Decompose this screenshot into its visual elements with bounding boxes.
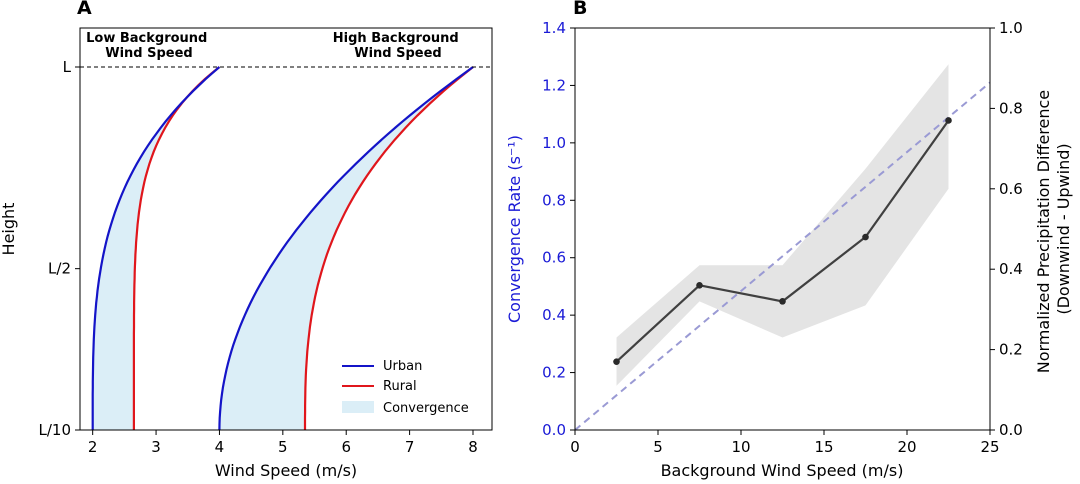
panel-b-left-axis-title: Convergence Rate (s⁻¹) [505, 135, 524, 323]
convergence-fill-high [219, 67, 473, 430]
urban-profile-high [218, 66, 474, 430]
annotation-high-background: High Background Wind Speed [333, 31, 463, 61]
b-x-tick-label: 15 [814, 438, 833, 456]
convergence-fill-low [92, 67, 220, 430]
b-left-tick-label: 0.0 [542, 421, 566, 439]
legend-urban-label: Urban [383, 359, 422, 374]
a-y-tick-label: L [63, 58, 72, 76]
precipitation-point [779, 298, 786, 305]
b-right-tick-label: 0.4 [999, 260, 1023, 278]
legend-convergence-swatch [342, 401, 374, 413]
precipitation-point [945, 117, 952, 124]
b-right-tick-label: 0.8 [999, 99, 1023, 117]
a-x-tick-label: 4 [215, 438, 225, 456]
panel-a-label: A [77, 0, 92, 19]
b-left-tick-label: 0.4 [542, 306, 566, 324]
annotation-low-line-1: Low Background [86, 31, 207, 46]
b-right-tick-label: 1.0 [999, 19, 1023, 37]
rural-profile-high [303, 66, 474, 430]
a-x-tick-label: 8 [468, 438, 478, 456]
a-y-tick-label: L/10 [39, 421, 72, 439]
panel-b-frame [574, 27, 991, 431]
right-axis-title-line-1: Normalized Precipitation Difference [1034, 90, 1053, 373]
a-x-tick-label: 7 [405, 438, 415, 456]
urban-profile-low [91, 66, 221, 430]
b-x-tick-label: 20 [897, 438, 916, 456]
a-x-tick-label: 3 [151, 438, 161, 456]
legend-convergence-label: Convergence [383, 401, 469, 416]
b-x-tick-label: 10 [731, 438, 750, 456]
b-x-tick-label: 5 [653, 438, 663, 456]
precipitation-point [613, 358, 620, 365]
a-x-tick-label: 2 [88, 438, 98, 456]
b-left-tick-label: 0.2 [542, 364, 566, 382]
a-x-tick-label: 5 [278, 438, 288, 456]
precipitation-point [696, 281, 703, 289]
precipitation-point [862, 233, 869, 241]
panel-b-right-axis-title: Normalized Precipitation Difference (Dow… [1034, 85, 1073, 374]
b-left-tick-label: 0.6 [542, 249, 566, 267]
annotation-high-line-2: Wind Speed [354, 46, 442, 61]
b-left-tick-label: 0.8 [542, 191, 566, 209]
b-right-tick-label: 0.2 [999, 341, 1023, 359]
annotation-high-line-1: High Background [333, 31, 459, 46]
legend: Urban Rural Convergence [342, 359, 469, 416]
b-x-tick-label: 0 [570, 438, 580, 456]
a-x-tick-label: 6 [341, 438, 351, 456]
b-left-tick-label: 1.2 [542, 76, 566, 94]
panel-b-label: B [573, 0, 587, 19]
rural-profile-low [132, 66, 221, 430]
panel-a-y-axis-title: Height [0, 203, 18, 256]
b-right-tick-label: 0.0 [999, 421, 1023, 439]
annotation-low-background: Low Background Wind Speed [86, 31, 212, 61]
b-right-tick-label: 0.6 [999, 180, 1023, 198]
panel-b: 0 5 10 15 20 25 0.0 0.2 0.4 0.6 0.8 1.0 1.2 1.4 0.0 0… [505, 0, 1073, 480]
convergence-rate-dashed-line [575, 81, 990, 430]
panel-a: 2 3 4 5 6 7 8 L/10 L/2 L A Wind Speed (m/s) Heig… [0, 0, 493, 480]
a-y-tick-label: L/2 [48, 260, 71, 278]
annotation-low-line-2: Wind Speed [105, 46, 193, 61]
b-left-tick-label: 1.0 [542, 134, 566, 152]
panel-a-x-axis-title: Wind Speed (m/s) [215, 461, 357, 480]
precipitation-uncertainty-band [616, 64, 949, 386]
legend-rural-label: Rural [383, 379, 417, 394]
panel-b-x-axis-title: Background Wind Speed (m/s) [661, 461, 904, 480]
panel-a-frame [79, 27, 493, 431]
b-left-tick-label: 1.4 [542, 19, 566, 37]
b-x-tick-label: 25 [980, 438, 999, 456]
right-axis-title-line-2: (Downwind - Upwind) [1054, 143, 1073, 314]
